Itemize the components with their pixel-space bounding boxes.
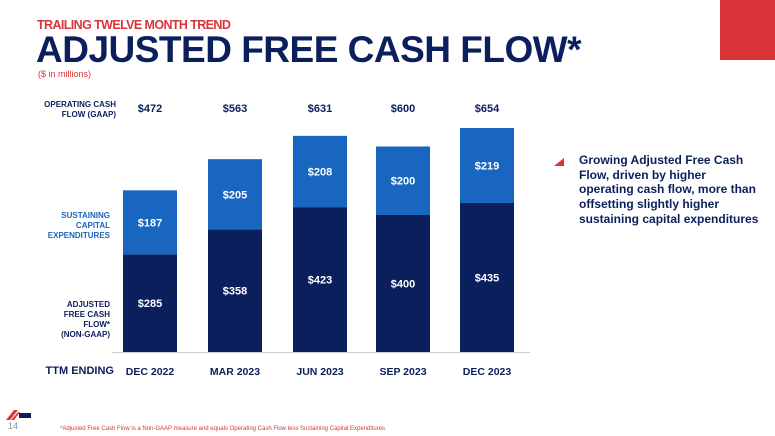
sustaining-capex-value-label: $219 bbox=[475, 161, 499, 173]
sustaining-capex-value-label: $200 bbox=[391, 176, 415, 188]
operating-cash-flow-label-line-2: FLOW (GAAP) bbox=[61, 110, 116, 119]
adjusted-fcf-bar bbox=[123, 254, 177, 352]
sustaining-capex-label-line-3: EXPENDITURES bbox=[47, 231, 110, 240]
adjusted-fcf-bar bbox=[376, 214, 430, 352]
adjusted-fcf-label-line-3: FLOW* bbox=[83, 320, 110, 329]
units-subtitle: ($ in millions) bbox=[38, 69, 92, 79]
sustaining-capex-label-line-1: SUSTAINING bbox=[61, 211, 110, 220]
operating-cash-flow-label-line-1: OPERATING CASH bbox=[44, 100, 116, 109]
key-takeaway-text: Growing Adjusted Free Cash Flow, driven … bbox=[579, 153, 759, 226]
adjusted-fcf-value-label: $358 bbox=[223, 286, 247, 298]
adjusted-fcf-value-label: $285 bbox=[138, 298, 162, 310]
adjusted-fcf-label-line-2: FREE CASH bbox=[63, 310, 110, 319]
operating-cash-flow-value: $563 bbox=[222, 103, 248, 115]
category-label: JUN 2023 bbox=[296, 366, 344, 378]
sustaining-capex-bar bbox=[460, 128, 514, 204]
page-number: 14 bbox=[8, 421, 19, 431]
category-label: SEP 2023 bbox=[379, 366, 427, 378]
adjusted-fcf-bar bbox=[208, 229, 262, 352]
operating-cash-flow-value: $654 bbox=[474, 103, 500, 115]
sustaining-capex-label-line-2: CAPITAL bbox=[75, 221, 110, 230]
sustaining-capex-label: SUSTAINING CAPITAL EXPENDITURES bbox=[20, 211, 110, 241]
operating-cash-flow-value: $600 bbox=[390, 103, 416, 115]
adjusted-fcf-label: ADJUSTED FREE CASH FLOW* (NON-GAAP) bbox=[20, 300, 110, 340]
adjusted-fcf-label-line-1: ADJUSTED bbox=[66, 300, 110, 309]
sustaining-capex-bar bbox=[123, 190, 177, 255]
page-title: ADJUSTED FREE CASH FLOW* bbox=[36, 29, 582, 70]
ttm-ending-label: TTM ENDING bbox=[45, 365, 114, 377]
category-label: DEC 2023 bbox=[462, 366, 512, 378]
adjusted-fcf-value-label: $435 bbox=[475, 273, 499, 285]
company-logo-icon bbox=[6, 410, 31, 420]
adjusted-fcf-bar bbox=[293, 207, 347, 352]
adjusted-fcf-label-line-4: (NON-GAAP) bbox=[61, 330, 110, 339]
operating-cash-flow-label: OPERATING CASH FLOW (GAAP) bbox=[20, 100, 116, 120]
sustaining-capex-value-label: $187 bbox=[138, 217, 162, 229]
sustaining-capex-bar bbox=[293, 135, 347, 208]
sustaining-capex-bar bbox=[376, 146, 430, 215]
adjusted-fcf-value-label: $423 bbox=[308, 275, 332, 287]
category-label: MAR 2023 bbox=[209, 366, 261, 378]
adjusted-fcf-bar bbox=[460, 203, 514, 352]
corner-accent-block bbox=[720, 0, 775, 60]
sustaining-capex-value-label: $205 bbox=[223, 189, 247, 201]
eyebrow-heading: TRAILING TWELVE MONTH TREND bbox=[37, 18, 231, 32]
sustaining-capex-bar bbox=[208, 159, 262, 230]
footnote: *Adjusted Free Cash Flow is a Non-GAAP m… bbox=[60, 426, 386, 432]
operating-cash-flow-value: $472 bbox=[137, 103, 163, 115]
bullet-arrow-icon bbox=[554, 158, 564, 166]
operating-cash-flow-value: $631 bbox=[307, 103, 333, 115]
sustaining-capex-value-label: $208 bbox=[308, 166, 332, 178]
category-label: DEC 2022 bbox=[125, 366, 175, 378]
adjusted-fcf-value-label: $400 bbox=[391, 278, 415, 290]
